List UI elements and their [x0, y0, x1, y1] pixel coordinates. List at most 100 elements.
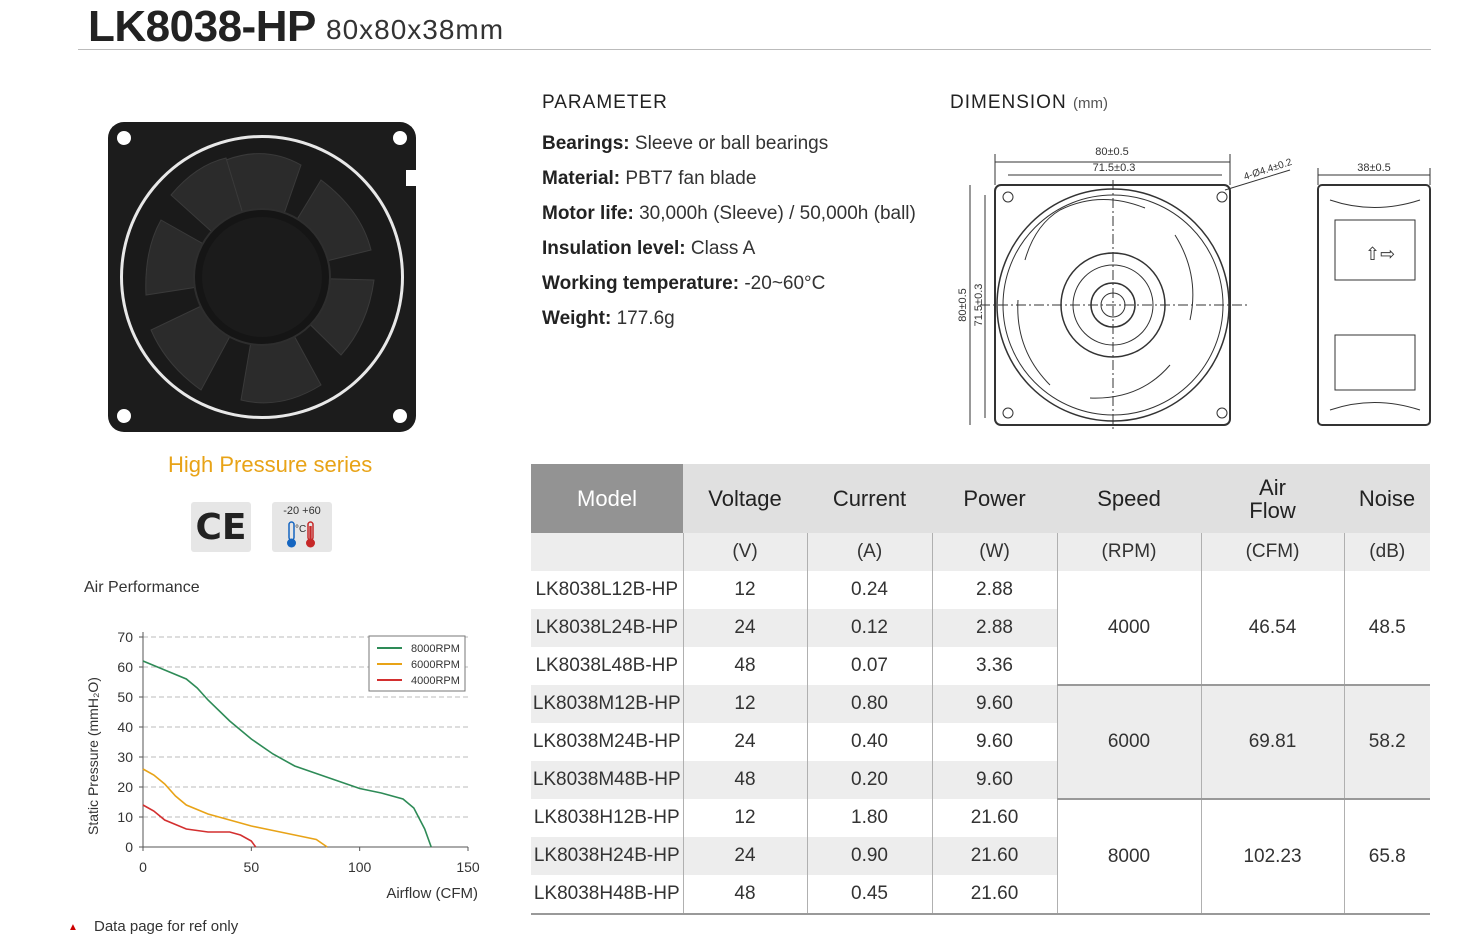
cell-power: 21.60 [931, 837, 1057, 875]
celsius-unit: °C [295, 524, 307, 535]
dim-hole-width: 71.5±0.3 [1093, 162, 1136, 174]
units-row: (V) (A) (W) (RPM) (CFM) (dB) [531, 533, 1430, 571]
header-noise: Noise [1344, 464, 1430, 533]
cell-model: LK8038M48B-HP [531, 761, 683, 799]
dim-hole-diameter: 4-Ø4.4±0.2 [1243, 157, 1294, 183]
table-row: LK8038H48B-HP 48 0.45 21.60 [531, 875, 1430, 915]
cell-power: 9.60 [931, 723, 1057, 761]
x-tick-label: 100 [348, 859, 372, 875]
table-row: LK8038L12B-HP 12 0.24 2.88 4000 46.54 48… [531, 571, 1430, 686]
cell-voltage: 48 [682, 875, 807, 915]
header-divider [78, 49, 1431, 50]
table-row: LK8038L24B-HP 24 0.12 2.88 [531, 609, 1430, 647]
cell-voltage: 48 [682, 647, 807, 685]
cell-current: 0.40 [806, 723, 932, 761]
y-tick-label: 10 [117, 809, 133, 825]
header-airflow: Air Flow [1201, 464, 1344, 533]
dimension-drawing: 80±0.5 71.5±0.3 4-Ø4.4±0.2 38±0.5 80±0.5… [957, 146, 1431, 430]
cell-model: LK8038H12B-HP [533, 807, 680, 828]
cell-power: 9.60 [931, 685, 1057, 723]
footnote: Data page for ref only [94, 918, 239, 935]
cell-current: 0.24 [806, 571, 932, 609]
y-tick-label: 70 [117, 629, 133, 645]
cell-power: 3.36 [931, 647, 1057, 685]
cell-speed: 6000 [1056, 685, 1201, 800]
param-working-temperature: Working temperature: -20~60°C [542, 273, 826, 294]
cell-current: 0.12 [806, 609, 932, 647]
y-tick-label: 20 [117, 779, 133, 795]
dim-outer-height: 80±0.5 [957, 288, 969, 322]
unit-model [531, 533, 683, 571]
product-size: 80x80x38mm [326, 14, 505, 45]
airflow-direction-icon: ⇧⇨ [1365, 244, 1395, 265]
cell-airflow: 102.23 [1200, 799, 1344, 915]
air-performance-chart: 0 10 20 30 40 50 60 70 0 50 100 150 8000RPM 6000RPM 4… [85, 629, 480, 902]
cell-speed: 4000 [1056, 571, 1201, 686]
x-tick-label: 50 [244, 859, 260, 875]
cell-speed: 8000 [1056, 799, 1201, 915]
table-row: LK8038M48B-HP 48 0.20 9.60 [531, 761, 1430, 799]
header-voltage: Voltage [683, 464, 807, 533]
table-row: LK8038H24B-HP 24 0.90 21.60 [531, 837, 1430, 875]
header-speed: Speed [1057, 464, 1201, 533]
cell-model: LK8038L48B-HP [535, 655, 679, 676]
cell-model: LK8038L24B-HP [531, 609, 683, 647]
thermometer-icon [287, 521, 315, 548]
cell-current: 0.90 [806, 837, 932, 875]
series-label: High Pressure series [168, 452, 373, 477]
series-line-4000RPM [142, 804, 257, 848]
fan-product-image [108, 122, 418, 432]
chart-title: Air Performance [84, 579, 200, 596]
cell-power: 9.60 [931, 761, 1057, 799]
y-axis-label: Static Pressure (mmH₂O) [85, 677, 101, 835]
cell-voltage: 12 [682, 799, 807, 837]
table-row: LK8038M24B-HP 24 0.40 9.60 [531, 723, 1430, 761]
series-line-6000RPM [142, 768, 328, 848]
dim-depth: 38±0.5 [1357, 162, 1391, 174]
cell-power: 21.60 [931, 799, 1057, 837]
header-current: Current [807, 464, 932, 533]
product-model-title: LK8038-HP [88, 2, 316, 51]
cell-model: LK8038H24B-HP [531, 837, 683, 875]
note-bullet-icon: ▲ [68, 922, 78, 933]
ce-certification-badge: CE [191, 502, 251, 552]
y-tick-label: 0 [125, 839, 133, 855]
param-insulation: Insulation level: Class A [542, 238, 756, 259]
series-line-8000RPM [142, 660, 432, 848]
table-header-row: Model Voltage Current Power Speed Air Fl… [531, 464, 1430, 533]
cell-airflow: 46.54 [1200, 571, 1344, 686]
y-tick-label: 60 [117, 659, 133, 675]
unit-airflow: (CFM) [1200, 533, 1344, 571]
param-motor-life: Motor life: 30,000h (Sleeve) / 50,000h (… [542, 203, 916, 224]
cell-current: 1.80 [806, 799, 932, 837]
unit-power: (W) [931, 533, 1057, 571]
cell-voltage: 24 [682, 609, 807, 647]
cell-current: 0.80 [806, 685, 932, 723]
legend-label: 4000RPM [411, 675, 460, 687]
y-tick-label: 30 [117, 749, 133, 765]
cell-current: 0.20 [806, 761, 932, 799]
cell-voltage: 12 [682, 571, 807, 609]
cell-voltage: 48 [682, 761, 807, 799]
header-model: Model [531, 464, 683, 533]
cell-model: LK8038H48B-HP [531, 875, 683, 915]
cell-voltage: 24 [682, 723, 807, 761]
unit-current: (A) [806, 533, 932, 571]
cell-noise: 58.2 [1343, 685, 1430, 800]
unit-noise: (dB) [1343, 533, 1430, 571]
param-bearings: Bearings: Sleeve or ball bearings [542, 133, 829, 154]
y-tick-label: 40 [117, 719, 133, 735]
spec-table: Model Voltage Current Power Speed Air Fl… [531, 464, 1430, 915]
cell-power: 2.88 [931, 609, 1057, 647]
legend-label: 8000RPM [411, 643, 460, 655]
x-tick-label: 150 [456, 859, 480, 875]
cell-current: 0.07 [806, 647, 932, 685]
table-row: LK8038M12B-HP 12 0.80 9.60 6000 69.81 58… [531, 685, 1430, 800]
cell-current: 0.45 [806, 875, 932, 915]
x-axis-label: Airflow (CFM) [386, 885, 478, 902]
dim-hole-height: 71.5±0.3 [973, 284, 985, 327]
legend-label: 6000RPM [411, 659, 460, 671]
y-tick-label: 50 [117, 689, 133, 705]
header-power: Power [932, 464, 1057, 533]
cell-noise: 65.8 [1343, 799, 1430, 915]
